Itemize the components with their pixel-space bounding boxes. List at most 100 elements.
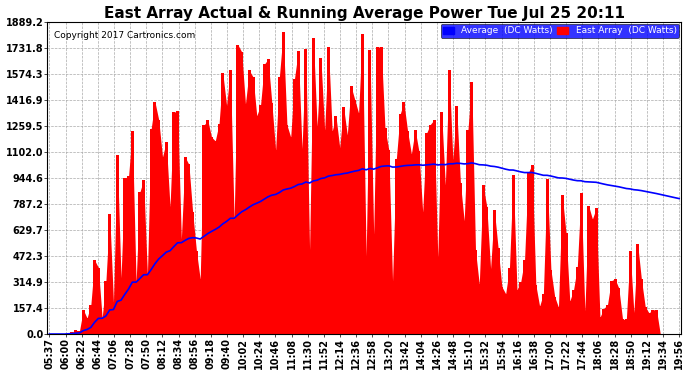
Bar — [625, 319, 628, 334]
Bar — [564, 232, 567, 334]
Bar — [263, 64, 266, 334]
Bar — [78, 331, 81, 334]
Bar — [474, 251, 477, 334]
Bar — [191, 212, 194, 334]
Bar — [93, 260, 96, 334]
Bar — [304, 49, 307, 334]
Bar — [572, 290, 575, 334]
Bar — [259, 105, 262, 334]
Bar — [410, 154, 413, 334]
Bar — [221, 74, 224, 334]
Bar — [86, 318, 88, 334]
Bar — [526, 173, 530, 334]
Bar — [293, 79, 296, 334]
Bar — [621, 320, 624, 334]
Bar — [655, 310, 658, 334]
Bar — [561, 195, 564, 334]
Bar — [402, 102, 405, 334]
Bar — [406, 131, 409, 334]
Bar — [651, 310, 654, 334]
Bar — [613, 279, 617, 334]
Bar — [248, 70, 250, 334]
Bar — [116, 155, 119, 334]
Bar — [436, 257, 440, 334]
Bar — [520, 282, 522, 334]
Bar — [546, 179, 549, 334]
Bar — [346, 135, 348, 334]
Bar — [206, 120, 209, 334]
Bar — [523, 260, 526, 334]
Bar — [451, 160, 455, 334]
Bar — [644, 306, 647, 334]
Bar — [440, 112, 443, 334]
Bar — [606, 304, 609, 334]
Bar — [278, 77, 281, 334]
Bar — [417, 152, 420, 334]
Bar — [504, 294, 507, 334]
Bar — [82, 310, 85, 334]
Bar — [101, 318, 104, 334]
Bar — [448, 70, 451, 334]
Bar — [217, 124, 221, 334]
Bar — [331, 131, 334, 334]
Bar — [636, 244, 639, 334]
Bar — [108, 214, 111, 334]
Bar — [598, 317, 602, 334]
Bar — [327, 47, 330, 334]
Bar — [172, 112, 175, 334]
Bar — [372, 234, 375, 334]
Bar — [512, 175, 515, 334]
Bar — [350, 86, 353, 334]
Bar — [485, 207, 489, 334]
Bar — [515, 290, 518, 334]
Bar — [595, 209, 598, 334]
Bar — [282, 32, 285, 334]
Bar — [342, 106, 345, 334]
Bar — [244, 104, 247, 334]
Bar — [315, 126, 319, 334]
Bar — [500, 287, 504, 334]
Bar — [647, 313, 651, 334]
Bar — [380, 47, 383, 334]
Bar — [361, 33, 364, 334]
Bar — [395, 159, 398, 334]
Bar — [70, 332, 74, 334]
Bar — [124, 178, 126, 334]
Legend: Average  (DC Watts), East Array  (DC Watts): Average (DC Watts), East Array (DC Watts… — [440, 24, 679, 38]
Bar — [576, 267, 579, 334]
Bar — [297, 51, 299, 334]
Bar — [425, 134, 428, 334]
Bar — [587, 206, 590, 334]
Bar — [338, 148, 342, 334]
Bar — [139, 192, 141, 334]
Bar — [161, 157, 164, 334]
Text: Copyright 2017 Cartronics.com: Copyright 2017 Cartronics.com — [54, 31, 195, 40]
Bar — [482, 185, 484, 334]
Bar — [489, 268, 492, 334]
Bar — [308, 250, 311, 334]
Bar — [477, 284, 481, 334]
Bar — [319, 58, 322, 334]
Bar — [421, 212, 424, 334]
Bar — [323, 130, 326, 334]
Bar — [97, 267, 100, 334]
Bar — [301, 148, 304, 334]
Bar — [433, 120, 435, 334]
Bar — [629, 252, 631, 334]
Bar — [233, 220, 236, 334]
Bar — [188, 165, 190, 334]
Bar — [538, 306, 541, 334]
Bar — [119, 278, 123, 334]
Bar — [583, 311, 586, 334]
Bar — [266, 59, 270, 334]
Bar — [364, 256, 368, 334]
Bar — [534, 285, 538, 334]
Bar — [157, 120, 160, 334]
Bar — [146, 275, 149, 334]
Bar — [335, 116, 337, 334]
Bar — [131, 130, 134, 334]
Bar — [112, 302, 115, 334]
Bar — [633, 312, 635, 334]
Bar — [610, 281, 613, 334]
Bar — [225, 105, 228, 334]
